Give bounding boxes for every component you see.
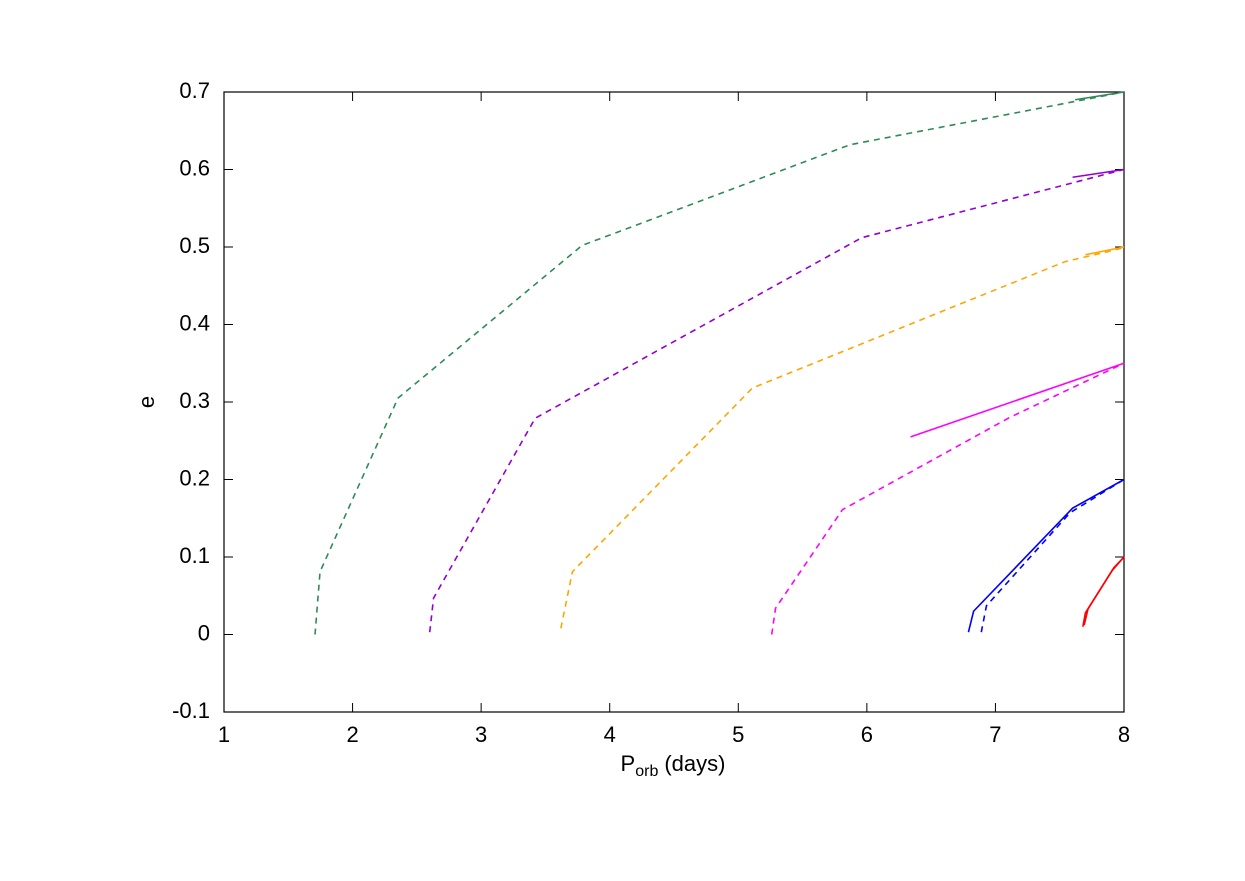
series-line	[560, 246, 1125, 629]
x-axis-label: Porb (days)	[621, 751, 726, 780]
series-line	[1075, 91, 1125, 101]
x-tick-label: 6	[861, 722, 873, 747]
x-label-main: P	[621, 751, 636, 776]
y-axis-label: e	[134, 396, 159, 408]
series-line	[1083, 556, 1125, 626]
series-line	[1085, 246, 1125, 256]
x-tick-label: 5	[732, 722, 744, 747]
y-tick-label: 0.3	[179, 388, 210, 413]
y-tick-label: 0	[198, 620, 210, 645]
y-tick-label: 0.2	[179, 465, 210, 490]
x-tick-label: 2	[346, 722, 358, 747]
series-line	[967, 478, 1125, 633]
y-tick-label: 0.7	[179, 78, 210, 103]
series-line	[314, 91, 1125, 635]
y-tick-label: 0.1	[179, 543, 210, 568]
x-tick-label: 8	[1118, 722, 1130, 747]
x-tick-label: 1	[218, 722, 230, 747]
plot-frame	[223, 91, 1125, 713]
series-line	[428, 168, 1125, 633]
series-line	[980, 478, 1125, 633]
x-tick-label: 7	[989, 722, 1001, 747]
series-line	[1072, 168, 1125, 179]
y-tick-label: 0.5	[179, 233, 210, 258]
x-tick-label: 4	[604, 722, 616, 747]
series-line	[910, 362, 1125, 438]
x-label-rest: (days)	[664, 751, 725, 776]
x-tick-label: 3	[475, 722, 487, 747]
y-tick-label: 0.6	[179, 155, 210, 180]
x-label-sub: orb	[635, 763, 658, 780]
y-tick-label: -0.1	[172, 698, 210, 723]
series-line	[770, 362, 1125, 635]
y-tick-label: 0.4	[179, 310, 210, 335]
series-line	[1082, 556, 1125, 627]
